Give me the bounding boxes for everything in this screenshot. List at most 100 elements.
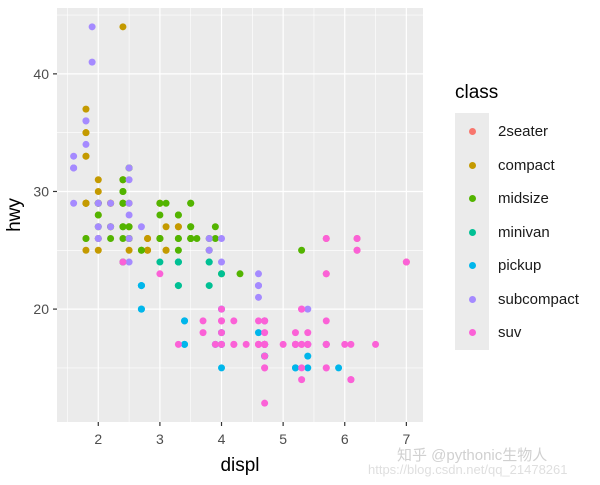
data-point xyxy=(304,352,312,360)
data-point xyxy=(304,305,312,313)
data-point xyxy=(174,258,182,266)
data-point xyxy=(137,282,145,290)
data-point xyxy=(156,270,164,278)
data-point xyxy=(174,340,182,348)
data-point xyxy=(298,340,306,348)
data-point xyxy=(125,246,133,254)
data-point xyxy=(94,187,102,195)
data-point xyxy=(82,235,90,243)
data-point xyxy=(125,176,133,184)
data-point xyxy=(205,246,213,254)
data-point xyxy=(218,305,226,313)
data-point xyxy=(82,117,90,125)
data-point xyxy=(94,223,102,231)
legend-item-pickup: pickup xyxy=(455,249,541,282)
data-point xyxy=(298,246,306,254)
legend-label: subcompact xyxy=(498,290,579,308)
data-point xyxy=(125,235,133,243)
data-point xyxy=(125,223,133,231)
data-point xyxy=(347,376,355,384)
data-point xyxy=(261,340,269,348)
data-point xyxy=(94,176,102,184)
data-point xyxy=(230,340,238,348)
legend-dot-icon xyxy=(469,295,476,303)
data-point xyxy=(218,340,226,348)
data-point xyxy=(156,211,164,219)
legend-dot-icon xyxy=(469,262,476,269)
x-tick-label: 2 xyxy=(94,431,102,447)
data-point xyxy=(187,235,195,243)
data-point xyxy=(174,223,182,231)
legend-key xyxy=(455,149,489,182)
data-point xyxy=(107,223,115,231)
data-point xyxy=(119,23,127,31)
data-point xyxy=(144,235,152,243)
data-point xyxy=(211,340,219,348)
legend-item-suv: suv xyxy=(455,316,521,349)
data-point xyxy=(156,258,164,266)
data-point xyxy=(211,235,219,243)
data-point xyxy=(254,340,262,348)
legend-item-subcompact: subcompact xyxy=(455,283,579,316)
data-point xyxy=(353,235,361,243)
data-point xyxy=(218,364,226,372)
data-point xyxy=(82,199,90,207)
data-point xyxy=(187,223,195,231)
data-point xyxy=(125,211,133,219)
data-point xyxy=(70,199,78,207)
y-axis-label: hwy xyxy=(4,198,25,232)
data-point xyxy=(261,399,269,407)
data-point xyxy=(304,340,312,348)
legend-key xyxy=(455,249,489,282)
legend-label: midsize xyxy=(498,190,549,207)
data-point xyxy=(218,235,226,243)
data-point xyxy=(88,58,96,66)
legend-key xyxy=(455,182,489,215)
data-point xyxy=(218,258,226,266)
data-point xyxy=(94,211,102,219)
data-point xyxy=(304,329,312,337)
legend-title: class xyxy=(455,82,499,103)
data-point xyxy=(162,223,170,231)
watermark-url: https://blog.csdn.net/qq_21478261 xyxy=(368,462,568,477)
data-point xyxy=(174,246,182,254)
data-point xyxy=(174,282,182,290)
data-point xyxy=(218,329,226,337)
legend-label: compact xyxy=(498,156,555,174)
x-tick-label: 3 xyxy=(156,431,164,447)
data-point xyxy=(107,199,115,207)
legend-dot-icon xyxy=(469,161,476,169)
data-point xyxy=(119,223,127,231)
data-point xyxy=(218,270,226,278)
legend-item-midsize: midsize xyxy=(455,182,549,215)
data-point xyxy=(94,246,102,254)
y-tick-label: 40 xyxy=(33,66,49,82)
data-point xyxy=(137,223,145,231)
legend-item-compact: compact xyxy=(455,149,555,182)
x-axis: 2 3 4 5 6 7 xyxy=(94,422,410,447)
data-point xyxy=(187,199,195,207)
data-point xyxy=(181,340,189,348)
data-point xyxy=(347,340,355,348)
data-point xyxy=(254,293,262,301)
legend-label: suv xyxy=(498,324,522,341)
data-point xyxy=(298,364,306,372)
data-point xyxy=(82,129,90,137)
data-point xyxy=(162,246,170,254)
data-point xyxy=(137,305,145,313)
legend: class 2seater compact midsize minivan pickup… xyxy=(455,82,579,350)
data-point xyxy=(82,246,90,254)
legend-dot-icon xyxy=(469,195,476,202)
data-point xyxy=(82,140,90,148)
data-point xyxy=(199,329,207,337)
y-tick-label: 20 xyxy=(33,301,49,317)
y-tick-label: 30 xyxy=(33,183,49,199)
legend-dot-icon xyxy=(469,329,476,336)
data-point xyxy=(335,364,343,372)
data-point xyxy=(322,317,330,325)
data-point xyxy=(119,199,127,207)
data-point xyxy=(261,352,269,360)
data-point xyxy=(205,282,213,290)
data-point xyxy=(162,199,170,207)
